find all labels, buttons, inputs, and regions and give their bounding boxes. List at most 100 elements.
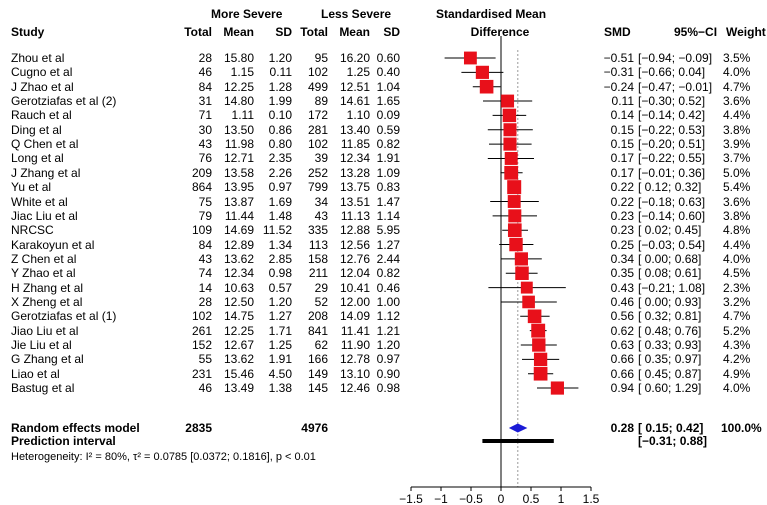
ci-value: [−0.66; 0.04] bbox=[638, 65, 706, 80]
sd-1: 0.86 bbox=[268, 122, 292, 137]
mean-2: 13.75 bbox=[339, 180, 370, 195]
study-name: J Zhao et al bbox=[11, 79, 74, 94]
ci-value: [−0.30; 0.52] bbox=[638, 94, 706, 109]
mean-1: 12.25 bbox=[223, 323, 254, 338]
weight-value: 3.6% bbox=[723, 94, 751, 109]
sd-1: 1.25 bbox=[268, 338, 292, 352]
summary-n2: 4976 bbox=[301, 421, 328, 435]
x-tick-label: 1 bbox=[558, 492, 565, 505]
smd-value: 0.43 bbox=[610, 280, 634, 295]
mean-1: 15.46 bbox=[223, 366, 254, 381]
header-plot-line2: Difference bbox=[470, 25, 530, 39]
sd-2: 0.90 bbox=[376, 366, 400, 381]
prediction-bar bbox=[482, 439, 554, 443]
weight-value: 3.8% bbox=[723, 122, 751, 137]
ci-value: [ 0.45; 0.87] bbox=[638, 366, 702, 381]
header-mean-2: Mean bbox=[339, 25, 370, 39]
total-1: 71 bbox=[198, 108, 212, 123]
summary-n1: 2835 bbox=[185, 421, 212, 435]
total-2: 43 bbox=[314, 208, 328, 223]
x-tick-label: 0 bbox=[498, 492, 505, 505]
study-name: Jie Liu et al bbox=[11, 338, 72, 352]
ci-value: [−0.14; 0.60] bbox=[638, 208, 706, 223]
sd-1: 2.85 bbox=[268, 251, 292, 266]
sd-1: 1.48 bbox=[268, 208, 292, 223]
mean-1: 12.25 bbox=[223, 79, 254, 94]
prediction-label: Prediction interval bbox=[11, 434, 116, 448]
sd-2: 1.09 bbox=[376, 165, 400, 180]
header-sd-1: SD bbox=[275, 25, 292, 39]
sd-2: 0.59 bbox=[376, 122, 400, 137]
ci-value: [ 0.00; 0.93] bbox=[638, 294, 702, 309]
total-2: 281 bbox=[307, 122, 328, 137]
summary-label: Random effects model bbox=[11, 421, 140, 435]
total-2: 252 bbox=[307, 165, 328, 180]
total-2: 62 bbox=[314, 338, 328, 352]
mean-2: 13.51 bbox=[339, 194, 370, 209]
smd-value: 0.94 bbox=[610, 381, 634, 396]
ci-value: [−0.22; 0.53] bbox=[638, 122, 706, 137]
sd-2: 0.97 bbox=[376, 352, 400, 367]
header-smd: SMD bbox=[604, 25, 631, 39]
sd-2: 0.40 bbox=[376, 65, 400, 80]
sd-1: 1.20 bbox=[268, 294, 292, 309]
sd-2: 1.65 bbox=[376, 94, 400, 109]
weight-value: 4.7% bbox=[723, 309, 751, 324]
study-name: White et al bbox=[11, 194, 68, 209]
heterogeneity-text: Heterogeneity: I² = 80%, τ² = 0.0785 [0.… bbox=[11, 451, 316, 463]
header-group1: More Severe bbox=[211, 7, 283, 21]
ci-value: [ 0.33; 0.93] bbox=[638, 338, 702, 352]
sd-2: 1.00 bbox=[376, 294, 400, 309]
study-box bbox=[507, 223, 522, 238]
x-tick-label: 0.5 bbox=[523, 492, 540, 505]
mean-2: 11.85 bbox=[340, 137, 370, 152]
sd-1: 1.69 bbox=[268, 194, 292, 209]
study-box bbox=[515, 266, 529, 280]
mean-1: 1.11 bbox=[231, 108, 254, 123]
sd-1: 1.38 bbox=[268, 381, 292, 396]
sd-1: 0.98 bbox=[268, 266, 292, 281]
study-box bbox=[503, 137, 517, 151]
sd-2: 0.82 bbox=[376, 266, 400, 281]
weight-value: 3.8% bbox=[723, 208, 751, 223]
sd-2: 0.60 bbox=[376, 51, 400, 65]
study-box bbox=[507, 180, 522, 195]
ci-value: [−0.01; 0.36] bbox=[638, 165, 706, 180]
total-2: 113 bbox=[308, 237, 328, 252]
mean-2: 14.09 bbox=[339, 309, 370, 324]
smd-value: 0.11 bbox=[611, 94, 634, 109]
smd-value: −0.51 bbox=[603, 51, 634, 65]
study-box bbox=[463, 51, 477, 65]
smd-value: 0.25 bbox=[610, 237, 634, 252]
total-2: 149 bbox=[307, 366, 328, 381]
study-box bbox=[509, 237, 523, 252]
total-1: 102 bbox=[191, 309, 212, 324]
study-name: Yu et al bbox=[11, 180, 52, 195]
mean-1: 12.67 bbox=[223, 338, 254, 352]
summary-diamond bbox=[508, 423, 528, 433]
total-1: 43 bbox=[198, 137, 212, 152]
study-name: Zhou et al bbox=[11, 51, 65, 65]
mean-1: 13.58 bbox=[223, 165, 254, 180]
ci-value: [−0.18; 0.63] bbox=[638, 194, 706, 209]
weight-value: 4.5% bbox=[723, 266, 751, 281]
mean-2: 14.61 bbox=[339, 94, 370, 109]
total-2: 39 bbox=[314, 151, 328, 166]
mean-1: 12.71 bbox=[223, 151, 254, 166]
total-2: 172 bbox=[307, 108, 328, 123]
mean-1: 14.75 bbox=[223, 309, 254, 324]
prediction-ci: [−0.31; 0.88] bbox=[638, 434, 708, 448]
total-2: 166 bbox=[307, 352, 328, 367]
total-2: 145 bbox=[307, 381, 328, 396]
mean-2: 12.04 bbox=[339, 266, 370, 281]
mean-1: 15.80 bbox=[223, 51, 254, 65]
smd-value: 0.35 bbox=[610, 266, 634, 281]
ci-value: [ 0.60; 1.29] bbox=[638, 381, 702, 396]
sd-2: 0.46 bbox=[376, 280, 400, 295]
mean-2: 13.28 bbox=[339, 165, 370, 180]
study-box bbox=[522, 295, 535, 309]
ci-value: [−0.21; 1.08] bbox=[638, 280, 706, 295]
total-2: 34 bbox=[314, 194, 328, 209]
header-mean-1: Mean bbox=[223, 25, 254, 39]
x-tick-label: −1.5 bbox=[399, 492, 423, 505]
